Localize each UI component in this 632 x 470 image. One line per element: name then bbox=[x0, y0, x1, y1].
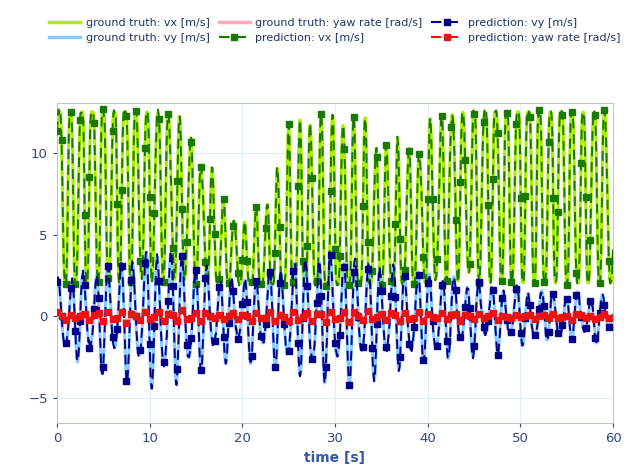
Legend: ground truth: vx [m/s], ground truth: vy [m/s], ground truth: yaw rate [rad/s], : ground truth: vx [m/s], ground truth: vy… bbox=[45, 13, 625, 47]
X-axis label: time [s]: time [s] bbox=[305, 451, 365, 464]
